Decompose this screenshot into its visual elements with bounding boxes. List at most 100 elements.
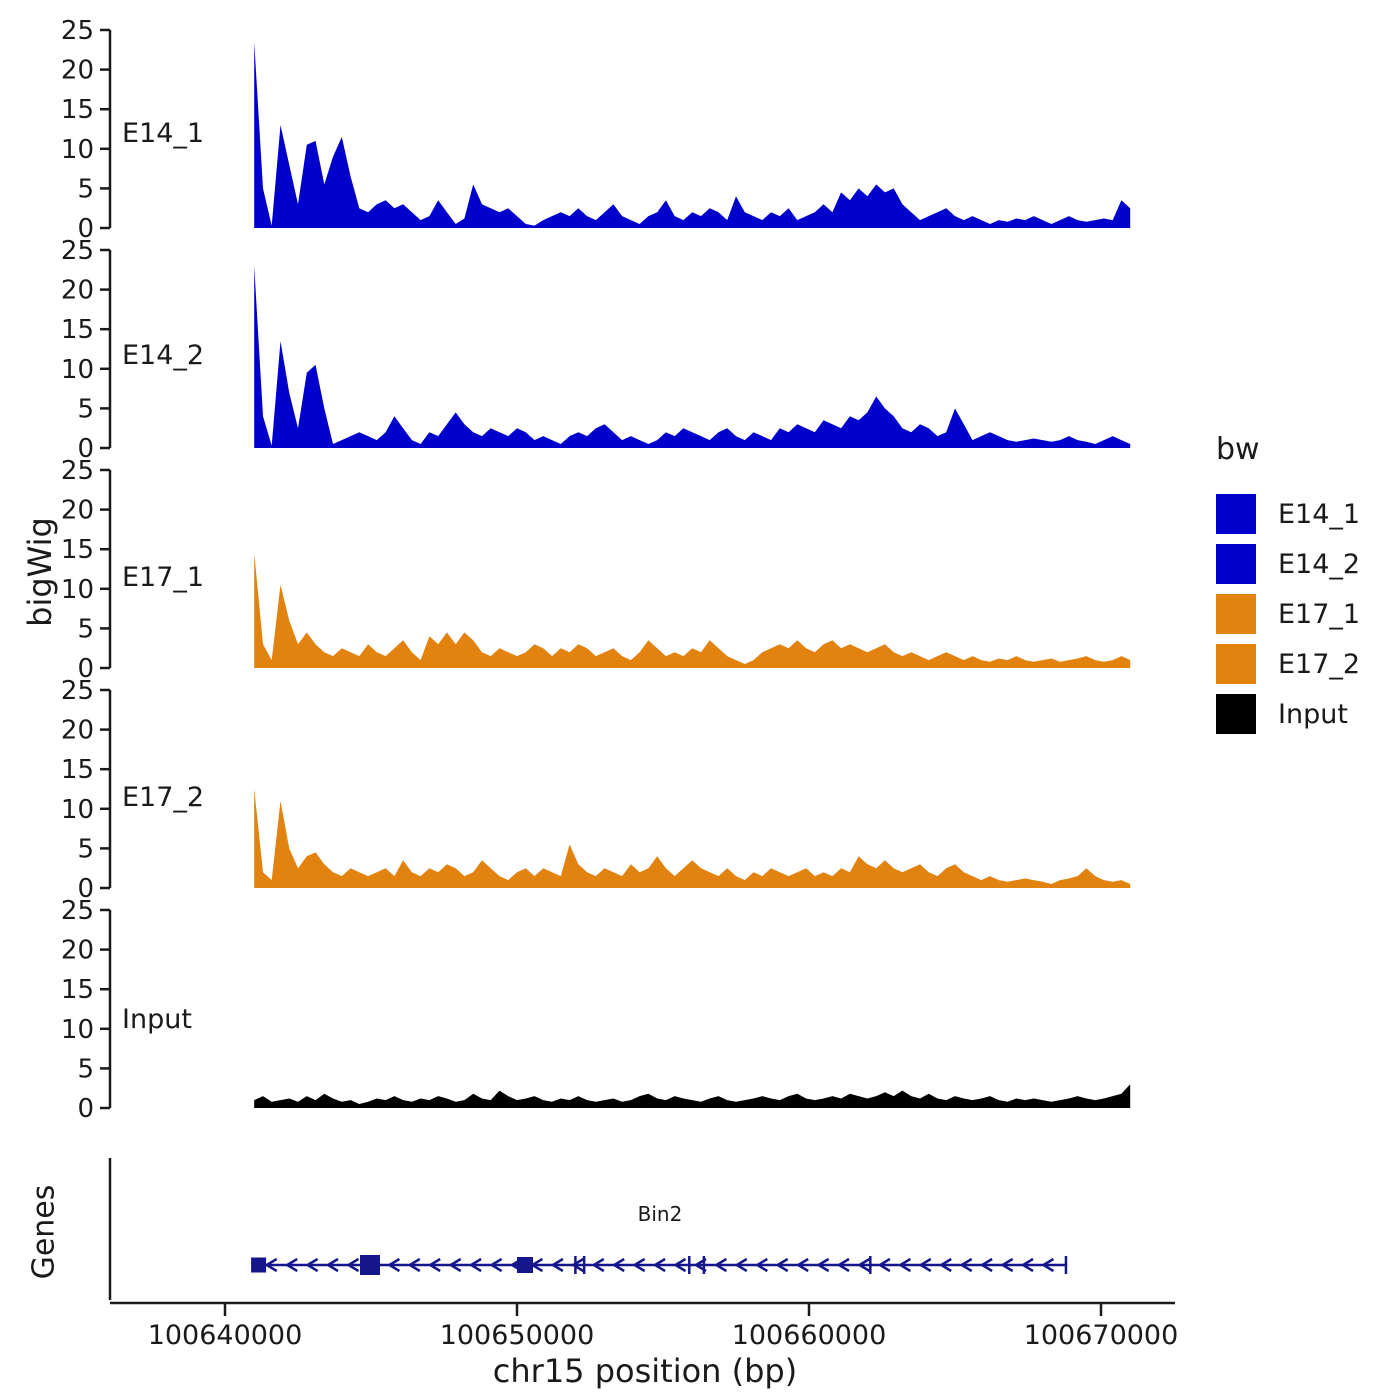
y-tick-label: 25 xyxy=(61,676,94,706)
strand-arrow-icon xyxy=(775,1257,789,1273)
x-tick-label: 100660000 xyxy=(732,1320,887,1351)
y-tick-label: 0 xyxy=(77,1094,94,1124)
y-tick-label: 5 xyxy=(77,174,94,204)
strand-arrow-icon xyxy=(468,1257,482,1273)
track-E14_2: 25 20 15 10 5 0 xyxy=(61,236,1131,464)
y-tick-label: 10 xyxy=(61,575,94,605)
strand-arrow-icon xyxy=(754,1257,768,1273)
y-tick-label: 5 xyxy=(77,1054,94,1084)
strand-arrow-icon xyxy=(427,1257,441,1273)
strand-arrow-icon xyxy=(611,1257,625,1273)
strand-arrow-icon xyxy=(816,1257,830,1273)
y-tick-label: 0 xyxy=(77,654,94,684)
legend-item-input: Input xyxy=(1216,689,1360,739)
strand-arrow-icon xyxy=(959,1257,973,1273)
legend-swatch-e14-2 xyxy=(1216,544,1256,584)
y-tick-label: 25 xyxy=(61,236,94,266)
y-tick-label: 15 xyxy=(61,535,94,565)
area-E14_1 xyxy=(254,41,1131,229)
y-tick-label: 25 xyxy=(61,896,94,926)
area-E17_1 xyxy=(254,553,1131,668)
strand-arrow-icon xyxy=(489,1257,503,1273)
track-E14_1: 25 20 15 10 5 0 xyxy=(61,16,1131,244)
strand-arrow-icon xyxy=(448,1257,462,1273)
y-tick-label: 5 xyxy=(77,394,94,424)
strand-arrow-icon xyxy=(632,1257,646,1273)
track-label-e14-2: E14_2 xyxy=(122,340,205,371)
legend-label-input: Input xyxy=(1278,698,1348,730)
gene-exon xyxy=(360,1255,381,1275)
legend-label-e17-1: E17_1 xyxy=(1278,598,1361,630)
strand-arrow-icon xyxy=(284,1257,298,1273)
y-tick-label: 20 xyxy=(61,716,94,746)
y-tick-label: 15 xyxy=(61,95,94,125)
track-E17_2: 25 20 15 10 5 0 xyxy=(61,676,1131,904)
y-tick-label: 0 xyxy=(77,434,94,464)
y-tick-label: 25 xyxy=(61,16,94,46)
x-axis: 100640000 100650000 100660000 100670000 xyxy=(110,1301,1179,1351)
strand-arrow-icon xyxy=(591,1257,605,1273)
track-label-e17-2: E17_2 xyxy=(122,782,205,813)
strand-arrow-icon xyxy=(652,1257,666,1273)
y-tick-label: 5 xyxy=(77,614,94,644)
legend-item-e17-1: E17_1 xyxy=(1216,589,1360,639)
strand-arrow-icon xyxy=(1040,1257,1055,1273)
y-tick-label: 25 xyxy=(61,456,94,486)
legend: bw E14_1 E14_2 E17_1 E17_2 Input xyxy=(1216,432,1360,739)
strand-arrow-icon xyxy=(938,1257,952,1273)
y-tick-label: 15 xyxy=(61,755,94,785)
gene-exon xyxy=(251,1257,267,1273)
y-tick-label: 10 xyxy=(61,795,94,825)
x-tick-label: 100650000 xyxy=(440,1320,595,1351)
strand-arrow-icon xyxy=(979,1257,993,1273)
area-E17_2 xyxy=(254,789,1131,888)
strand-arrow-icon xyxy=(877,1257,891,1273)
y-tick-label: 0 xyxy=(77,874,94,904)
strand-arrow-icon xyxy=(795,1257,809,1273)
strand-arrow-icon xyxy=(325,1257,339,1273)
strand-arrow-icon xyxy=(918,1257,932,1273)
y-tick-label: 0 xyxy=(77,214,94,244)
gene-model xyxy=(251,1255,1068,1275)
strand-arrow-icon xyxy=(836,1257,850,1273)
area-E14_2 xyxy=(254,265,1131,448)
y-tick-label: 15 xyxy=(61,975,94,1005)
strand-arrow-icon xyxy=(305,1257,319,1273)
track-Input: 25 20 15 10 5 0 xyxy=(61,896,1131,1124)
legend-swatch-e14-1 xyxy=(1216,494,1256,534)
legend-label-e14-1: E14_1 xyxy=(1278,498,1361,530)
area-Input xyxy=(254,1084,1131,1108)
strand-arrow-icon xyxy=(550,1257,564,1273)
strand-arrow-icon xyxy=(673,1257,687,1273)
strand-arrow-icon xyxy=(1000,1257,1014,1273)
strand-arrow-icon xyxy=(570,1257,584,1273)
y-tick-label: 10 xyxy=(61,1015,94,1045)
x-tick-label: 100670000 xyxy=(1024,1320,1179,1351)
strand-arrow-icon xyxy=(734,1257,748,1273)
gene-name-label: Bin2 xyxy=(637,1202,683,1226)
x-axis-title: chr15 position (bp) xyxy=(492,1352,798,1390)
genes-panel-title: Genes xyxy=(26,1184,62,1280)
strand-arrow-icon xyxy=(897,1257,912,1273)
legend-item-e14-2: E14_2 xyxy=(1216,539,1360,589)
legend-item-e17-2: E17_2 xyxy=(1216,639,1360,689)
strand-arrow-icon xyxy=(264,1257,278,1273)
y-tick-label: 20 xyxy=(61,936,94,966)
strand-arrow-icon xyxy=(386,1257,401,1273)
track-label-e14-1: E14_1 xyxy=(122,118,205,149)
strand-arrow-icon xyxy=(857,1257,871,1273)
y-axis-title: bigWig xyxy=(21,517,59,627)
y-tick-label: 15 xyxy=(61,315,94,345)
strand-arrow-icon xyxy=(713,1257,728,1273)
strand-arrow-icon xyxy=(407,1257,421,1273)
y-tick-label: 20 xyxy=(61,496,94,526)
strand-arrow-icon xyxy=(346,1257,360,1273)
track-label-input: Input xyxy=(122,1004,192,1035)
legend-swatch-e17-2 xyxy=(1216,644,1256,684)
legend-swatch-e17-1 xyxy=(1216,594,1256,634)
y-tick-label: 5 xyxy=(77,834,94,864)
legend-label-e17-2: E17_2 xyxy=(1278,648,1361,680)
legend-label-e14-2: E14_2 xyxy=(1278,548,1361,580)
